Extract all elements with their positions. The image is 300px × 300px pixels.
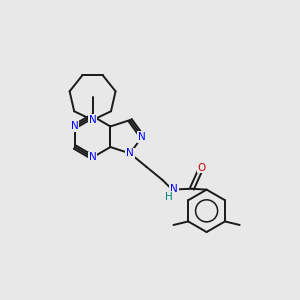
Text: N: N — [170, 184, 178, 194]
Text: N: N — [126, 148, 134, 158]
Text: N: N — [89, 152, 97, 162]
Text: N: N — [89, 115, 97, 125]
Text: H: H — [165, 192, 173, 202]
Text: N: N — [71, 122, 79, 131]
Text: O: O — [197, 163, 206, 172]
Text: N: N — [138, 132, 146, 142]
